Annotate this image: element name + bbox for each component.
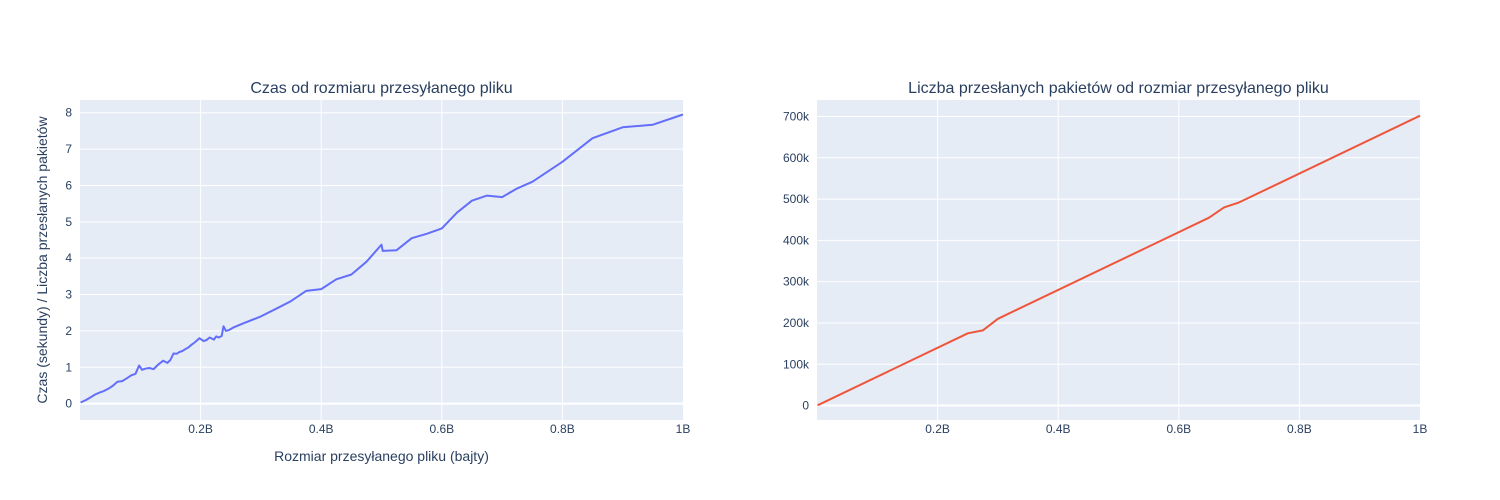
x-tick-label: 0.8B (550, 422, 575, 436)
y-axis-title-1: Czas (sekundy) / Liczba przesłanych paki… (34, 116, 50, 404)
y-tick-label: 200k (783, 316, 810, 330)
series-line (80, 113, 684, 404)
grid-1 (80, 100, 683, 420)
series-line (817, 114, 1421, 407)
series-2 (817, 114, 1421, 407)
x-tick-label: 0.8B (1287, 422, 1312, 436)
series-1 (80, 113, 684, 404)
x-tick-label: 0.6B (429, 422, 454, 436)
chart-title-2: Liczba przesłanych pakietów od rozmiar p… (908, 80, 1329, 97)
y-tick-label: 7 (65, 142, 72, 156)
y-tick-label: 3 (65, 288, 72, 302)
x-tick-label: 0.2B (188, 422, 213, 436)
y-tick-label: 500k (783, 192, 810, 206)
y-tick-label: 8 (65, 106, 72, 120)
x-tick-label: 0.4B (1046, 422, 1071, 436)
x-tick-labels-1: 0.2B 0.4B 0.6B 0.8B 1B (188, 422, 690, 436)
y-tick-label: 600k (783, 151, 810, 165)
y-tick-label: 2 (65, 324, 72, 338)
y-tick-label: 0 (802, 399, 809, 413)
y-tick-label: 0 (65, 397, 72, 411)
chart-panel-2: 0.2B 0.4B 0.6B 0.8B 1B 0 100k 200k 300k 400k 500k… (783, 80, 1427, 436)
x-tick-label: 0.6B (1166, 422, 1191, 436)
grid-2 (817, 100, 1420, 420)
x-axis-title-1: Rozmiar przesyłanego pliku (bajty) (274, 448, 489, 464)
chart-panel-1: 0.2B 0.4B 0.6B 0.8B 1B 0 1 2 3 4 5 6 7 8 Czas od roz… (34, 80, 690, 464)
y-tick-label: 300k (783, 275, 810, 289)
y-tick-label: 100k (783, 357, 810, 371)
x-tick-label: 0.4B (309, 422, 334, 436)
y-tick-label: 1 (65, 360, 72, 374)
x-tick-label: 0.2B (925, 422, 950, 436)
x-tick-label: 1B (676, 422, 691, 436)
plot-area-1 (80, 100, 683, 420)
y-tick-label: 5 (65, 215, 72, 229)
y-tick-label: 4 (65, 251, 72, 265)
chart-title-1: Czas od rozmiaru przesyłanego pliku (250, 80, 512, 97)
y-tick-labels-2: 0 100k 200k 300k 400k 500k 600k 700k (783, 110, 810, 413)
y-tick-label: 6 (65, 178, 72, 192)
y-tick-label: 700k (783, 110, 810, 124)
y-tick-labels-1: 0 1 2 3 4 5 6 7 8 (65, 106, 72, 411)
x-tick-labels-2: 0.2B 0.4B 0.6B 0.8B 1B (925, 422, 1427, 436)
x-tick-label: 1B (1413, 422, 1428, 436)
y-tick-label: 400k (783, 233, 810, 247)
